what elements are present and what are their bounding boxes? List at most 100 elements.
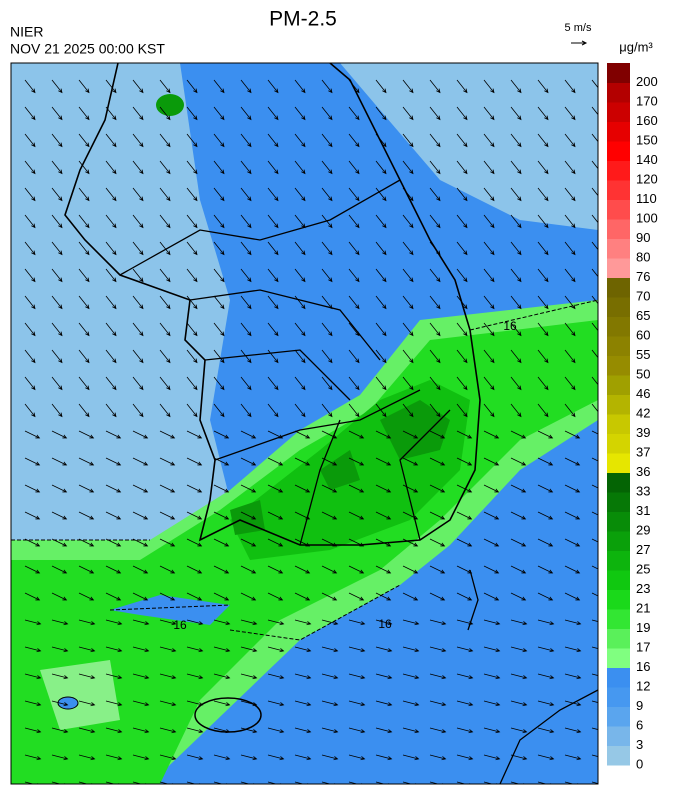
wind-arrow [564, 430, 581, 439]
wind-arrow [78, 727, 96, 734]
wind-arrow [159, 79, 171, 94]
wind-arrow [240, 430, 257, 439]
wind-arrow [294, 322, 306, 337]
wind-arrow [24, 700, 42, 707]
colorbar-label: 90 [636, 230, 650, 245]
wind-arrow [267, 79, 279, 94]
wind-arrow [51, 295, 63, 310]
wind-arrow [132, 619, 150, 626]
wind-arrow [213, 673, 231, 680]
wind-arrow [348, 241, 360, 256]
wind-arrow [564, 349, 576, 364]
wind-arrow [348, 754, 366, 761]
wind-arrow [105, 295, 117, 310]
wind-arrow [105, 484, 122, 493]
wind-arrow [132, 727, 150, 734]
colorbar-label: 6 [636, 717, 643, 732]
wind-arrow [105, 79, 117, 94]
wind-arrow [51, 457, 68, 466]
wind-arrow [483, 241, 495, 256]
colorbar-label: 16 [636, 659, 650, 674]
wind-arrow [132, 430, 149, 439]
wind-arrow [510, 376, 522, 391]
wind-arrow [537, 619, 555, 626]
wind-arrow [591, 511, 598, 516]
colorbar-swatch [607, 628, 630, 649]
colorbar-label: 33 [636, 483, 650, 498]
wind-arrow [159, 457, 176, 466]
colorbar-swatch [607, 433, 630, 454]
wind-arrow [186, 727, 204, 734]
wind-arrow [510, 214, 522, 229]
wind-arrow [105, 349, 117, 364]
wind-arrow [375, 79, 387, 94]
wind-arrow [402, 592, 419, 601]
wind-arrow [591, 430, 598, 435]
wind-arrow [105, 241, 117, 256]
wind-arrow [348, 673, 366, 680]
wind-arrow [240, 268, 252, 283]
wind-arrow [348, 322, 360, 337]
wind-arrow [510, 403, 522, 418]
wind-arrow [267, 700, 285, 707]
wind-arrow [483, 268, 495, 283]
wind-arrow [132, 349, 144, 364]
colorbar-swatch [607, 316, 630, 337]
wind-arrow [537, 349, 549, 364]
wind-arrow [591, 781, 598, 784]
wind-arrow [51, 403, 63, 418]
wind-arrow [429, 511, 446, 520]
wind-arrow [267, 484, 284, 493]
wind-arrow [537, 241, 549, 256]
wind-arrow [348, 430, 365, 439]
colorbar-swatch [607, 238, 630, 259]
wind-arrow [186, 565, 203, 574]
tsushima-coastline [467, 569, 479, 631]
colorbar-label: 25 [636, 561, 650, 576]
wind-arrow [483, 430, 500, 439]
wind-arrow [483, 646, 501, 653]
colorbar-swatch [607, 82, 630, 103]
wind-arrow [483, 727, 501, 734]
wind-arrow [564, 700, 582, 707]
colorbar-swatch [607, 160, 630, 181]
colorbar-label: 65 [636, 308, 650, 323]
wind-arrow [240, 673, 258, 680]
wind-arrow [159, 160, 171, 175]
wind-arrow [510, 295, 522, 310]
wind-arrow [213, 727, 231, 734]
wind-arrow [564, 295, 576, 310]
wind-arrow [348, 619, 366, 626]
colorbar-label: 60 [636, 327, 650, 342]
wind-arrow [375, 430, 392, 439]
wind-arrow [78, 403, 90, 418]
wind-arrow [348, 106, 360, 121]
wind-arrow [402, 538, 419, 547]
wind-arrow [321, 349, 333, 364]
colorbar-label: 37 [636, 444, 650, 459]
wind-arrow [294, 214, 306, 229]
wind-arrow [24, 457, 41, 466]
wind-arrow [294, 376, 306, 391]
wind-arrow [321, 754, 339, 761]
wind-arrow [51, 754, 69, 761]
wind-arrow [294, 187, 306, 202]
wind-arrow [564, 187, 576, 202]
wind-arrow [537, 430, 554, 439]
wind-arrow [537, 754, 555, 761]
wind-arrow [321, 538, 338, 547]
wind-arrow [483, 565, 500, 574]
wind-arrow [105, 106, 117, 121]
colorbar-swatch [607, 472, 630, 493]
wind-arrow [429, 376, 441, 391]
wind-arrow [429, 565, 446, 574]
wind-arrow [321, 673, 339, 680]
wind-arrow [348, 160, 360, 175]
wind-arrow [294, 106, 306, 121]
wind-arrow [240, 322, 252, 337]
wind-arrow [483, 592, 500, 601]
wind-arrow [537, 376, 549, 391]
wind-arrow [402, 511, 419, 520]
wind-arrow [186, 376, 198, 391]
wind-arrow [429, 457, 446, 466]
